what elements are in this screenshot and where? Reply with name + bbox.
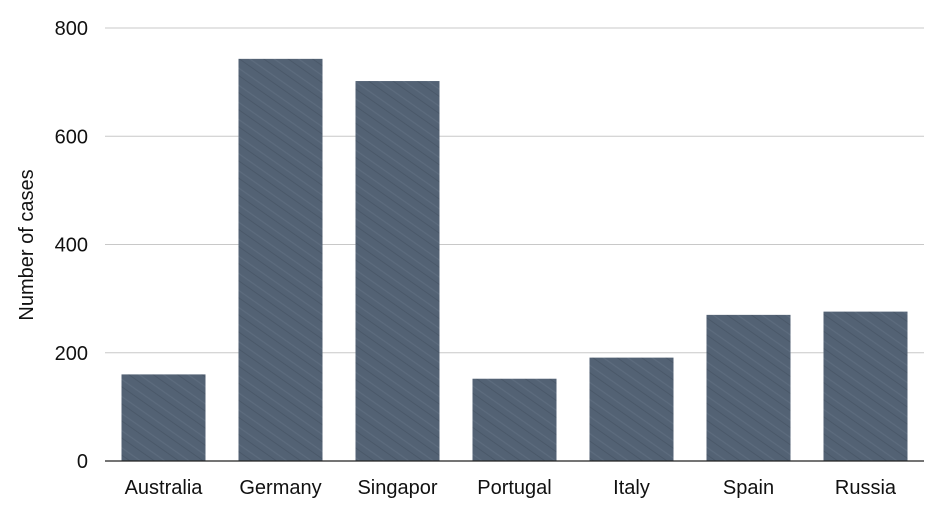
bar-russia [823, 311, 908, 461]
x-tick-label: Germany [239, 477, 321, 499]
bar-singapor [355, 81, 440, 461]
y-axis-title: Number of cases [16, 169, 38, 320]
y-tick-label: 600 [55, 126, 88, 148]
bar-spain [706, 314, 791, 461]
y-tick-label: 0 [77, 451, 88, 473]
x-tick-label: Singapor [357, 477, 437, 499]
bar-italy [589, 357, 674, 461]
y-tick-label: 400 [55, 235, 88, 257]
y-tick-label: 800 [55, 18, 88, 40]
x-tick-label: Italy [613, 477, 650, 499]
x-tick-label: Australia [125, 477, 204, 499]
x-tick-label: Spain [723, 477, 774, 499]
x-tick-label: Russia [835, 477, 897, 499]
bar-germany [238, 58, 323, 461]
gridlines [105, 27, 924, 354]
bar-australia [121, 374, 206, 461]
bar-portugal [472, 378, 557, 461]
axes: 0 200 400 600 800 Australia Germany Singapor Por… [55, 18, 924, 499]
y-tick-label: 200 [55, 343, 88, 365]
bars [121, 58, 908, 461]
x-tick-label: Portugal [477, 477, 552, 499]
